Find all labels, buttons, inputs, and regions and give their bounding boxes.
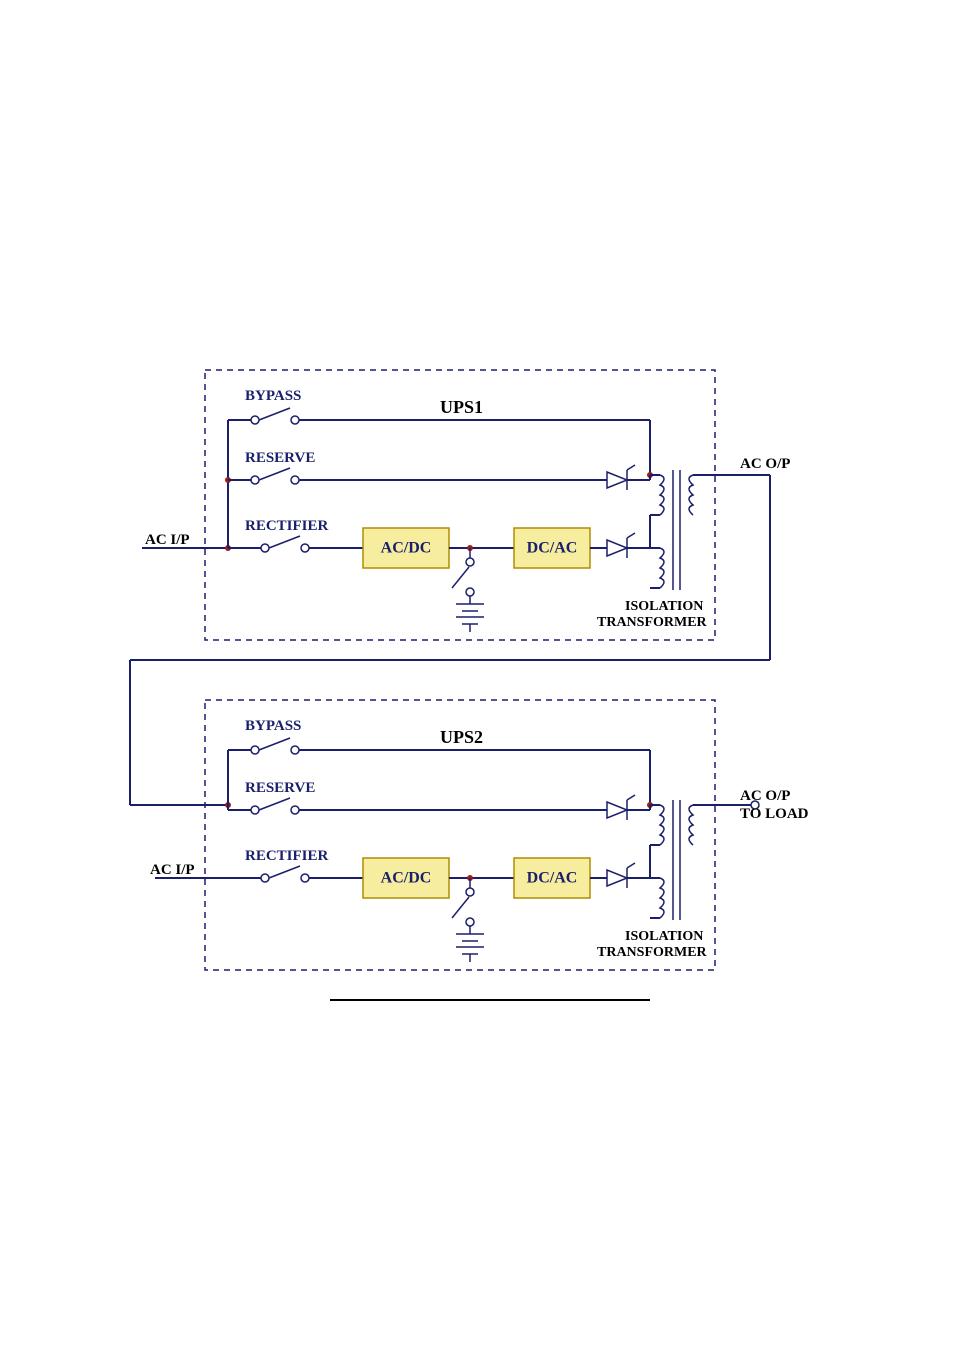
ups1-bypass-switch xyxy=(251,408,299,424)
ups2-rectifier-switch xyxy=(261,866,309,882)
ups1-dcac-text: DC/AC xyxy=(527,540,578,557)
ups2-acip-label: AC I/P xyxy=(150,862,195,878)
ups1-battery xyxy=(452,548,484,632)
ups1-iso-label1: ISOLATION xyxy=(625,599,703,614)
ups1-rectifier-label: RECTIFIER xyxy=(245,518,329,534)
ups2-reserve-switch xyxy=(251,798,299,814)
ups2-rectifier-scr xyxy=(607,863,635,888)
ups1-reserve-switch xyxy=(251,468,299,484)
ups2-dcac-text: DC/AC xyxy=(527,870,578,887)
ups2-bypass-label: BYPASS xyxy=(245,718,301,734)
ups1-bypass-label: BYPASS xyxy=(245,388,301,404)
ups1-acdc-text: AC/DC xyxy=(381,540,432,557)
ups1-title: UPS1 xyxy=(440,397,483,417)
ups2-reserve-label: RESERVE xyxy=(245,780,315,796)
ups2-acdc-text: AC/DC xyxy=(381,870,432,887)
ups2-bypass-switch xyxy=(251,738,299,754)
ups1-rectifier-scr xyxy=(607,533,635,558)
ups2-toload-label: TO LOAD xyxy=(740,806,809,822)
ups2-acop-label: AC O/P xyxy=(740,788,790,804)
ups1-iso-label2: TRANSFORMER xyxy=(597,615,708,630)
ups2-rectifier-label: RECTIFIER xyxy=(245,848,329,864)
ups1-reserve-scr xyxy=(607,465,635,490)
ups1-transformer xyxy=(650,470,770,590)
ups1-rectifier-switch xyxy=(261,536,309,552)
ups2-iso-label2: TRANSFORMER xyxy=(597,945,708,960)
ups1-acip-label: AC I/P xyxy=(145,532,190,548)
ups2-title: UPS2 xyxy=(440,727,483,747)
ups1-acop-label: AC O/P xyxy=(740,456,790,472)
ups2-iso-label1: ISOLATION xyxy=(625,929,703,944)
ups2-battery xyxy=(452,878,484,962)
ups1-reserve-label: RESERVE xyxy=(245,450,315,466)
ups2-reserve-scr xyxy=(607,795,635,820)
